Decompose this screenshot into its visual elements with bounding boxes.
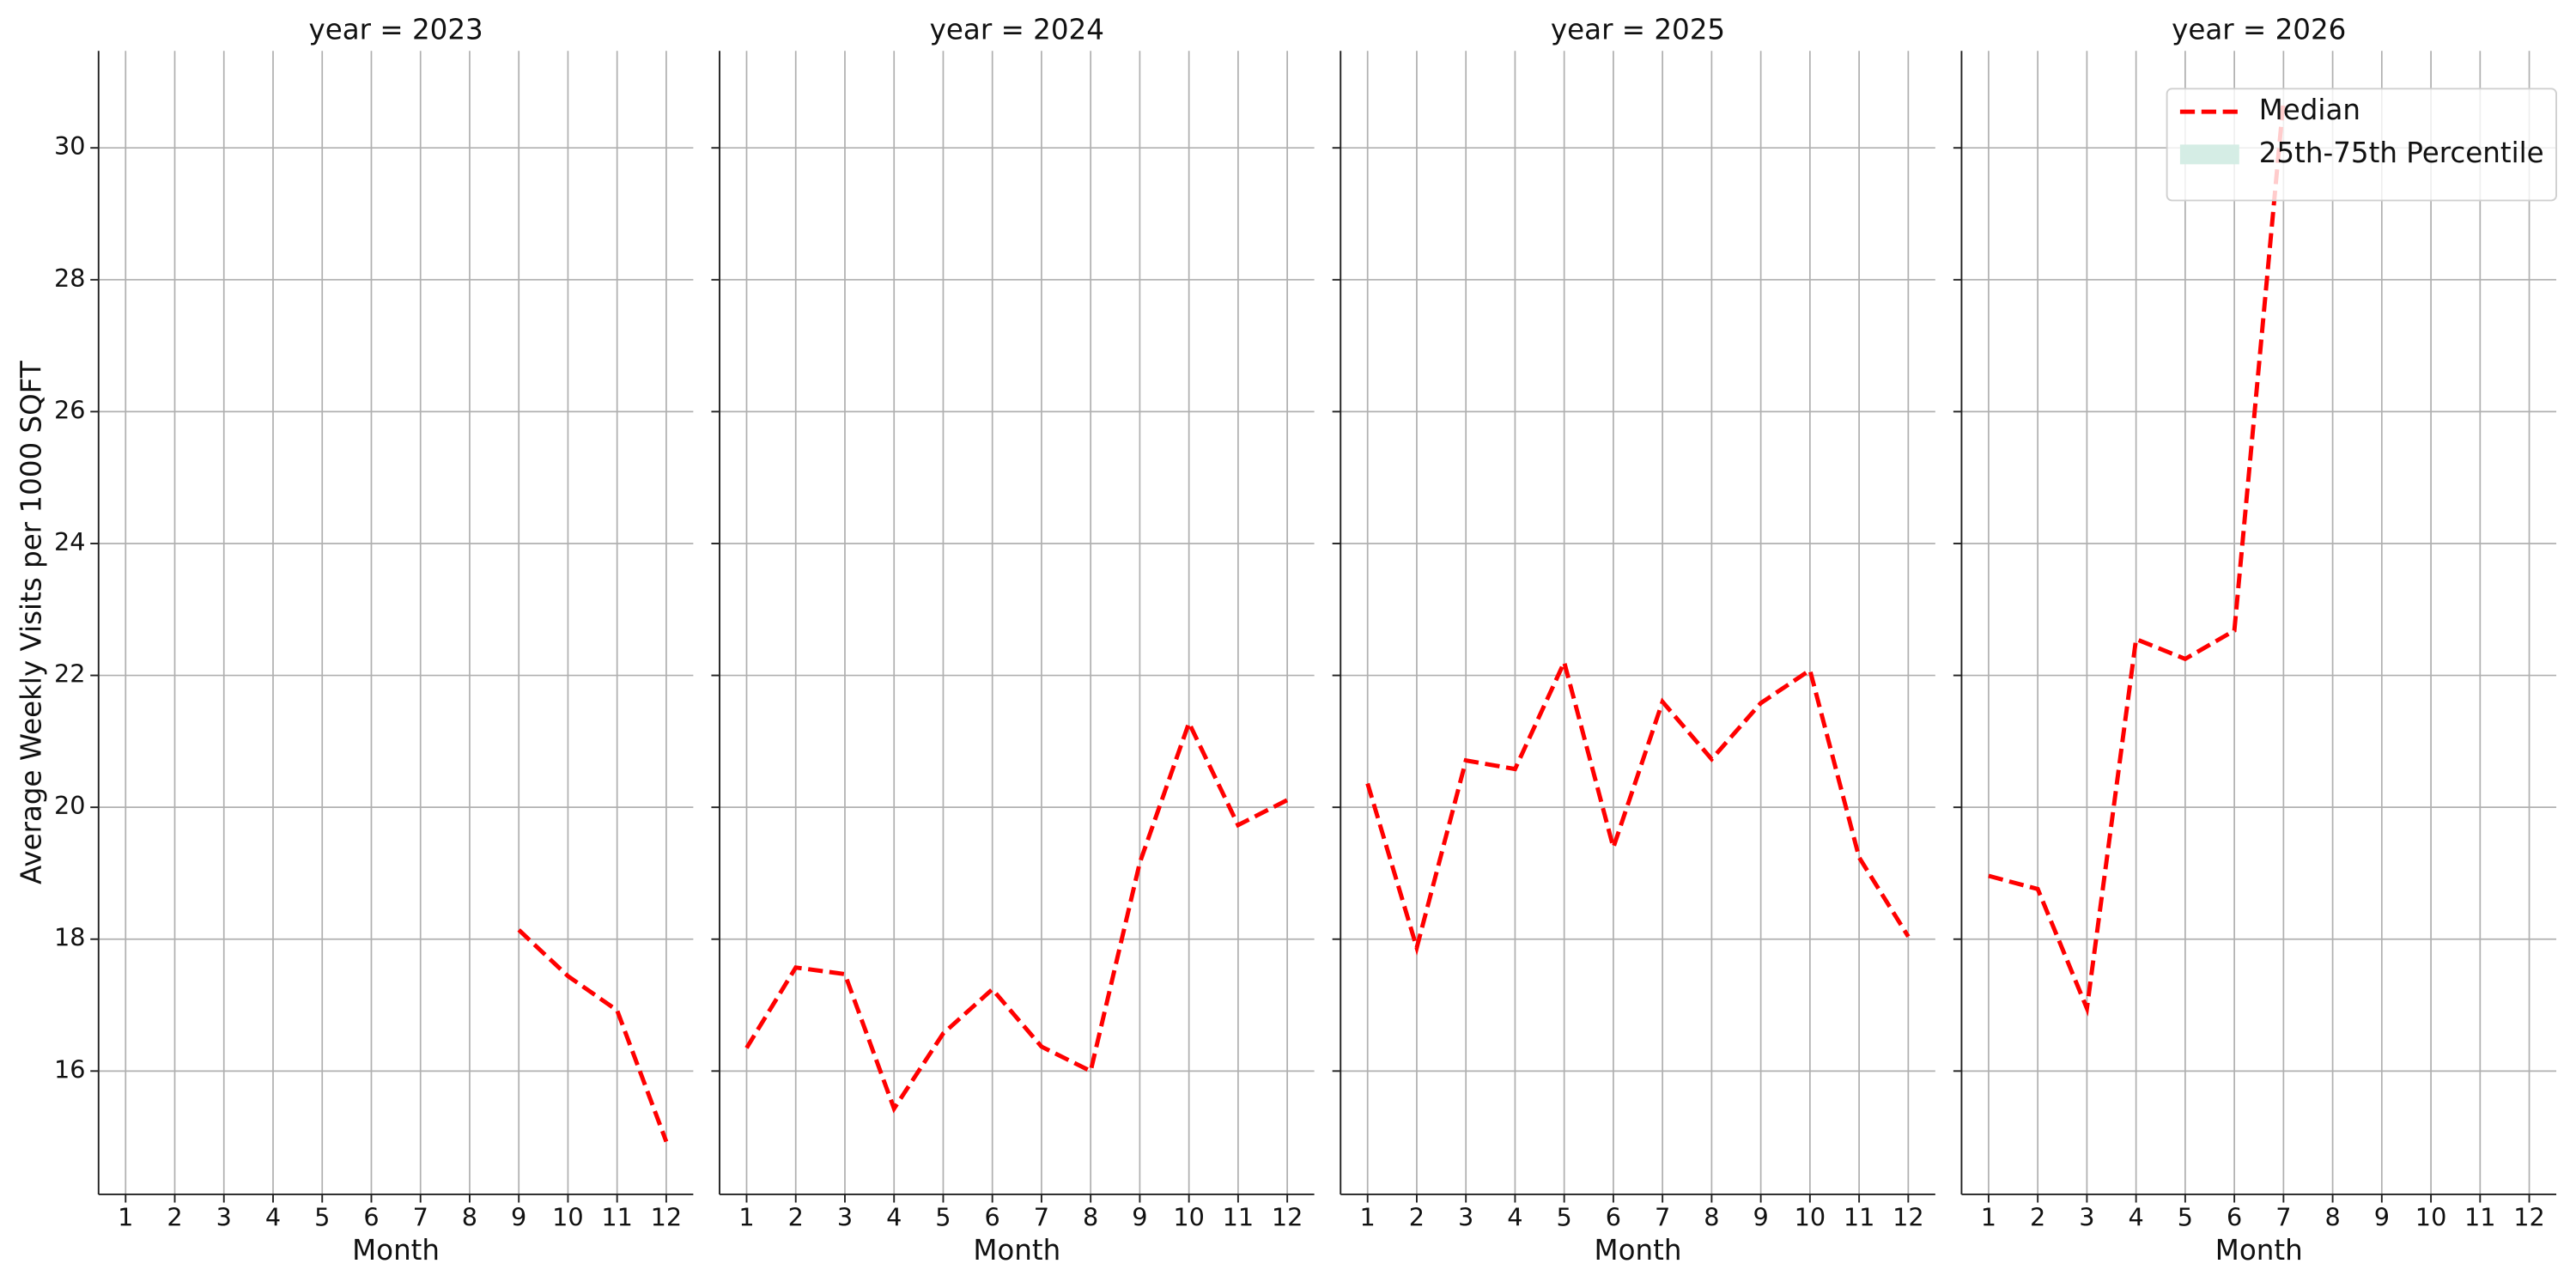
x-tick-label: 10 [1795,1203,1826,1232]
x-tick-label: 12 [1272,1203,1303,1232]
x-axis-label: Month [2215,1234,2303,1267]
median-line [1988,100,2286,1017]
x-tick-label: 11 [2464,1203,2496,1232]
x-tick-label: 3 [837,1203,853,1232]
x-tick-label: 9 [2374,1203,2390,1232]
x-tick-label: 12 [651,1203,683,1232]
y-tick-label: 30 [54,131,86,161]
x-tick-label: 1 [118,1203,133,1232]
panel-title: year = 2023 [308,13,483,46]
y-tick-label: 20 [54,791,86,820]
x-tick-label: 8 [1083,1203,1098,1232]
x-tick-label: 8 [2324,1203,2340,1232]
y-tick-label: 24 [54,527,86,556]
x-tick-label: 10 [2415,1203,2447,1232]
x-tick-label: 10 [1173,1203,1205,1232]
x-tick-label: 6 [2227,1203,2242,1232]
x-tick-label: 2 [788,1203,804,1232]
x-tick-label: 8 [1704,1203,1719,1232]
legend-swatch [2179,144,2239,165]
panel-title: year = 2026 [2172,13,2346,46]
x-tick-label: 1 [1360,1203,1376,1232]
x-tick-label: 4 [2129,1203,2144,1232]
x-tick-label: 6 [363,1203,379,1232]
x-tick-label: 6 [985,1203,1000,1232]
x-tick-label: 9 [1753,1203,1768,1232]
y-tick-label: 28 [54,264,86,293]
y-axis-label: Average Weekly Visits per 1000 SQFT [15,361,47,884]
x-tick-label: 12 [2513,1203,2545,1232]
y-tick-label: 26 [54,395,86,424]
x-tick-label: 11 [1223,1203,1255,1232]
x-tick-label: 8 [462,1203,477,1232]
x-tick-label: 3 [216,1203,232,1232]
median-line [744,717,1289,1114]
x-tick-label: 3 [1458,1203,1473,1232]
x-tick-label: 5 [935,1203,951,1232]
x-tick-label: 7 [1655,1203,1670,1232]
x-tick-label: 4 [265,1203,281,1232]
x-tick-label: 9 [511,1203,526,1232]
x-tick-label: 10 [552,1203,584,1232]
panel-title: year = 2024 [930,13,1104,46]
legend-box [2166,88,2557,202]
x-tick-label: 4 [1507,1203,1522,1232]
median-line [517,928,669,1143]
x-tick-label: 2 [1409,1203,1425,1232]
x-tick-label: 1 [738,1203,754,1232]
median-line [1365,655,1911,956]
y-tick-label: 16 [54,1054,86,1084]
x-tick-label: 1 [1981,1203,1996,1232]
x-tick-label: 2 [167,1203,182,1232]
x-axis-label: Month [973,1234,1060,1267]
x-tick-label: 6 [1606,1203,1621,1232]
x-tick-label: 4 [886,1203,902,1232]
x-axis-label: Month [1595,1234,1682,1267]
x-tick-label: 11 [601,1203,633,1232]
x-tick-label: 3 [2079,1203,2094,1232]
legend-label: 25th-75th Percentile [2259,137,2544,169]
x-tick-label: 5 [2178,1203,2193,1232]
panel-title: year = 2025 [1551,13,1725,46]
x-tick-label: 9 [1132,1203,1147,1232]
legend-label: Median [2259,94,2360,126]
x-tick-label: 7 [1034,1203,1049,1232]
x-tick-label: 11 [1844,1203,1875,1232]
x-tick-label: 2 [2030,1203,2045,1232]
x-tick-label: 5 [1557,1203,1572,1232]
y-tick-label: 22 [54,659,86,689]
x-tick-label: 7 [2275,1203,2291,1232]
x-tick-label: 7 [413,1203,428,1232]
y-tick-label: 18 [54,923,86,952]
x-tick-label: 5 [314,1203,330,1232]
x-tick-label: 12 [1893,1203,1924,1232]
x-axis-label: Month [352,1234,440,1267]
